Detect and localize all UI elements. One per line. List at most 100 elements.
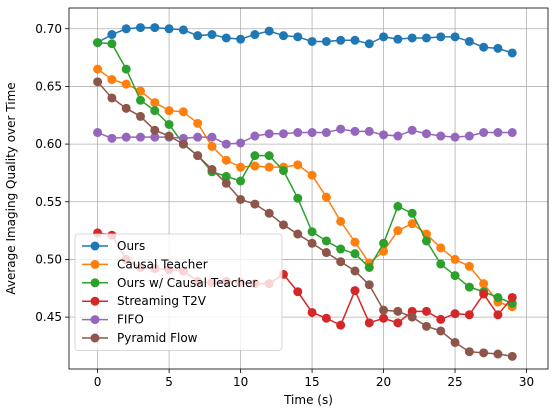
data-point [107,75,117,85]
data-point [436,131,446,141]
y-axis: 0.45 0.50 0.55 0.60 0.65 0.70 [35,22,69,324]
data-point [236,194,246,204]
data-point [479,42,489,52]
data-point [236,176,246,186]
data-point [221,178,231,188]
data-point [364,263,374,273]
y-axis-title: Average Imaging Quality over Time [4,82,18,294]
data-point [307,227,317,237]
data-point [135,111,145,121]
data-point [178,25,188,35]
legend-marker [90,259,100,269]
data-point [393,201,403,211]
data-point [150,106,160,116]
data-point [178,107,188,117]
data-point [307,128,317,138]
data-point [93,128,103,138]
data-point [278,166,288,176]
data-point [364,126,374,136]
data-point [379,130,389,140]
data-point [364,318,374,328]
data-point [135,86,145,96]
data-point [493,292,503,302]
data-point [364,39,374,49]
data-point [364,280,374,290]
legend-label: Causal Teacher [117,257,208,271]
data-point [150,23,160,33]
data-point [493,128,503,138]
data-point [264,26,274,36]
data-point [450,337,460,347]
data-point [207,164,217,174]
data-point [93,64,103,74]
data-point [293,32,303,42]
data-point [336,124,346,134]
data-point [264,129,274,139]
data-point [293,160,303,170]
data-point [350,35,360,45]
data-point [107,30,117,40]
data-point [250,161,260,171]
data-point [450,132,460,142]
grid-lines [69,8,548,369]
data-point [193,132,203,142]
data-point [164,119,174,129]
data-point [507,128,517,138]
data-point [307,238,317,248]
data-point [493,349,503,359]
y-tick-label: 0.65 [35,79,62,93]
data-point [121,64,131,74]
data-point [164,24,174,34]
x-tick-label: 30 [519,375,534,389]
legend-marker [90,333,100,343]
data-point [436,259,446,269]
data-point [278,220,288,230]
data-point [250,151,260,161]
data-point [321,248,331,258]
data-point [293,229,303,239]
x-tick-label: 5 [165,375,173,389]
data-point [421,129,431,139]
data-point [93,38,103,48]
data-point [207,30,217,40]
data-point [350,126,360,136]
legend-label: FIFO [117,313,144,327]
x-tick-label: 0 [94,375,102,389]
data-point [293,287,303,297]
data-point [135,132,145,142]
data-point [450,32,460,42]
legend-label: Ours w/ Causal Teacher [117,276,257,290]
data-point [221,33,231,43]
data-point [107,133,117,143]
data-point [107,93,117,103]
data-point [207,141,217,151]
y-tick-label: 0.55 [35,195,62,209]
legend-label: Streaming T2V [117,294,207,308]
x-tick-label: 10 [233,375,248,389]
data-point [321,313,331,323]
legend-item: Streaming T2V [82,294,207,308]
data-point [464,261,474,271]
data-point [479,289,489,299]
data-point [436,32,446,42]
data-point [493,43,503,53]
data-point [193,151,203,161]
series-causal-teacher [93,64,517,312]
data-point [393,318,403,328]
data-point [236,162,246,172]
data-point [121,24,131,34]
series-ours [93,23,517,58]
data-point [450,271,460,281]
data-point [121,79,131,89]
data-point [221,171,231,181]
data-point [393,34,403,44]
legend-marker [90,278,100,288]
data-point [121,103,131,113]
data-point [336,35,346,45]
legend-marker [90,241,100,251]
x-tick-label: 20 [376,375,391,389]
data-point [293,128,303,138]
data-point [150,125,160,135]
data-point [436,314,446,324]
